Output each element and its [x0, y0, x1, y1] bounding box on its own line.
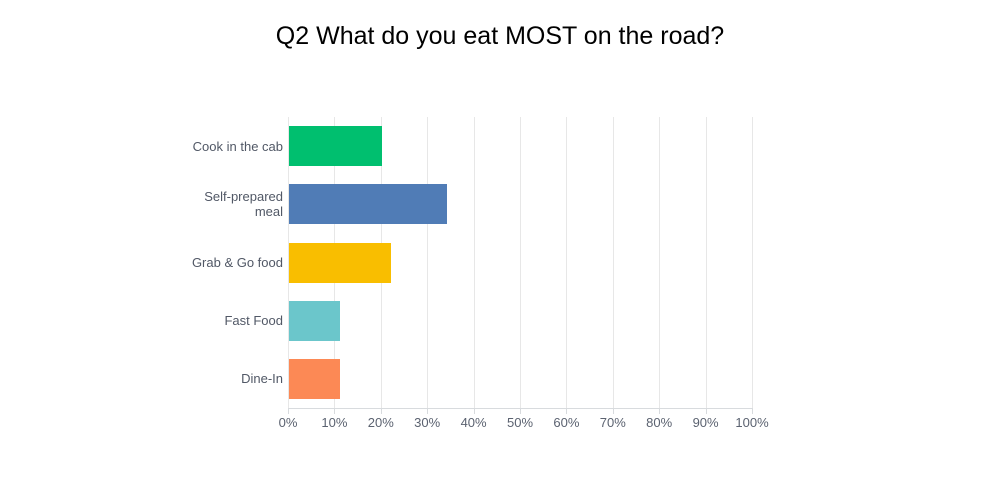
x-axis-tick [473, 409, 475, 414]
x-axis-tick [520, 409, 521, 414]
x-axis-tick [380, 409, 382, 414]
x-axis-line [288, 408, 753, 409]
gridline [612, 117, 614, 408]
x-axis-tick-label: 20% [367, 415, 394, 430]
gridline [752, 117, 753, 408]
x-axis-tick-label: 50% [506, 415, 534, 430]
x-axis-tick [612, 409, 614, 414]
gridline [566, 117, 568, 408]
x-axis-tick [705, 409, 707, 414]
x-axis-tick-label: 70% [599, 415, 626, 430]
x-axis-tick [659, 409, 661, 414]
chart-title: Q2 What do you eat MOST on the road? [275, 22, 725, 50]
gridline [659, 117, 661, 408]
plot-area [288, 117, 753, 408]
x-axis-tick [566, 409, 568, 414]
x-axis-tick [427, 409, 429, 414]
bar-cook-in-the-cab [289, 126, 382, 167]
category-label: Cook in the cab [192, 138, 283, 154]
x-axis-tick [288, 409, 289, 414]
x-axis-tick-label: 40% [460, 415, 487, 430]
x-axis-tick-label: 30% [414, 415, 441, 430]
x-axis-tick-label: 0% [278, 415, 298, 430]
x-axis-tick-label: 10% [321, 415, 348, 430]
category-label: Dine-In [241, 371, 283, 387]
x-axis-tick [334, 409, 336, 414]
x-axis-tick-label: 100% [735, 415, 769, 430]
gridline [427, 117, 429, 408]
x-axis-tick-label: 60% [553, 415, 580, 430]
category-label: Fast Food [224, 313, 283, 329]
gridline [473, 117, 475, 408]
category-label: Self-prepared meal [204, 189, 283, 220]
x-axis-tick-label: 90% [692, 415, 719, 430]
bar-fast-food [289, 300, 341, 341]
gridline [705, 117, 707, 408]
x-axis-tick-label: 80% [646, 415, 673, 430]
gridline [520, 117, 521, 408]
x-axis-tick [752, 409, 753, 414]
category-label: Grab & Go food [191, 254, 283, 270]
bar-self-prepared-meal [289, 184, 447, 225]
gridline [288, 117, 289, 408]
bar-dine-in [289, 358, 341, 399]
bar-grab-go-food [289, 242, 392, 283]
